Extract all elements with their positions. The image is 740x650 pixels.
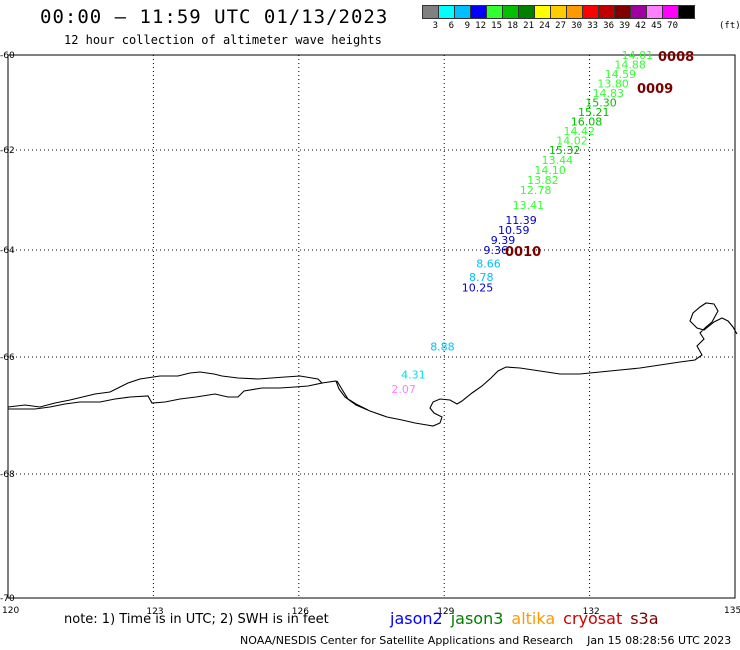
- wave-height-label: 8.66: [476, 257, 501, 270]
- legend-label: 12: [475, 21, 486, 31]
- legend-label: 3: [432, 21, 438, 31]
- chart-subtitle: 12 hour collection of altimeter wave hei…: [64, 33, 382, 47]
- legend-unit: (ft): [719, 21, 740, 31]
- observation-labels: 14.0114.8814.5913.8014.8315.3015.2116.08…: [391, 49, 653, 396]
- wave-height-label: 13.80: [597, 78, 629, 91]
- wave-height-label: 9.36: [484, 244, 509, 257]
- lat-tick-label: -64: [0, 246, 15, 256]
- wave-height-label: 15.21: [578, 106, 610, 119]
- wave-height-label: 15.32: [549, 144, 581, 157]
- satellite-jason2: jason2: [390, 609, 443, 628]
- wave-height-label: 13.44: [542, 154, 574, 167]
- legend-label: 33: [587, 21, 598, 31]
- satellite-cryosat: cryosat: [563, 609, 623, 628]
- wave-height-label: 14.88: [614, 59, 646, 72]
- legend-label: 18: [507, 21, 518, 31]
- wave-height-label: 14.10: [534, 164, 566, 177]
- color-legend: 3 6 9 12 15 18 21 24 27 30 33 36 39 42 45 70: [422, 5, 695, 31]
- wave-height-label: 8.88: [430, 340, 455, 353]
- lon-tick-label: 135: [724, 606, 740, 616]
- lat-tick-label: -60: [0, 51, 15, 61]
- chart-title: 00:00 – 11:59 UTC 01/13/2023: [40, 6, 389, 28]
- wave-height-label: 14.59: [605, 68, 637, 81]
- satellite-jason3: jason3: [450, 609, 504, 628]
- lat-tick-label: -62: [0, 146, 15, 156]
- legend-label: 45: [651, 21, 662, 31]
- legend-labels: 3 6 9 12 15 18 21 24 27 30 33 36 39 42 45 70: [422, 19, 694, 31]
- wave-height-label: 4.31: [401, 369, 426, 382]
- pass-label: 0009: [637, 82, 673, 97]
- satellite-altika: altika: [511, 609, 556, 628]
- satellite-s3a: s3a: [630, 609, 659, 628]
- wave-height-label: 14.83: [593, 87, 625, 100]
- footer-note: note: 1) Time is in UTC; 2) SWH is in fe…: [64, 612, 329, 627]
- coastline: [7, 302, 738, 427]
- legend-label: 42: [635, 21, 646, 31]
- lon-tick-label: 123: [146, 607, 163, 617]
- wave-height-label: 9.39: [491, 234, 516, 247]
- lon-tick-label: 120: [2, 606, 19, 616]
- wave-height-label: 10.25: [462, 281, 494, 294]
- legend-label: 70: [667, 21, 678, 31]
- wave-height-label: 8.78: [469, 271, 494, 284]
- wave-height-label: 11.39: [505, 214, 537, 227]
- lat-tick-label: -70: [0, 594, 15, 604]
- legend-label: 6: [448, 21, 454, 31]
- wave-height-label: 13.41: [513, 199, 545, 212]
- legend-label: 21: [523, 21, 534, 31]
- wave-height-label: 2.07: [391, 383, 416, 396]
- wave-height-label: 16.08: [571, 116, 603, 129]
- lat-tick-label: -68: [0, 470, 15, 480]
- legend-label: 27: [555, 21, 566, 31]
- wave-height-label: 13.82: [527, 174, 559, 187]
- footer-credit: NOAA/NESDIS Center for Satellite Applica…: [240, 634, 732, 647]
- legend-label: 15: [491, 21, 502, 31]
- map-border: [7, 54, 736, 599]
- wave-height-label: 14.42: [563, 125, 595, 138]
- graticule: 120 123 126 129 132 135 -60 -62 -64 -66 -68 -70: [0, 51, 740, 617]
- wave-height-label: 14.01: [622, 49, 654, 62]
- legend-label: 24: [539, 21, 550, 31]
- legend-swatches: [422, 5, 695, 19]
- lon-tick-label: 126: [292, 607, 309, 617]
- wave-height-label: 15.30: [585, 97, 617, 110]
- legend-label: 9: [464, 21, 470, 31]
- legend-label: 30: [571, 21, 582, 31]
- legend-swatch: [678, 5, 695, 19]
- satellite-legend: jason2 jason3 altika cryosat s3a: [390, 609, 667, 628]
- wave-height-label: 12.78: [520, 184, 552, 197]
- wave-height-label: 10.59: [498, 224, 530, 237]
- legend-label: 39: [619, 21, 630, 31]
- lon-tick-label: 129: [437, 607, 454, 617]
- wave-height-label: 14.02: [556, 135, 588, 148]
- pass-label: 0010: [505, 245, 541, 260]
- pass-label: 0008: [658, 50, 694, 65]
- lat-tick-label: -66: [0, 353, 15, 363]
- lon-tick-label: 132: [583, 607, 600, 617]
- legend-label: 36: [603, 21, 614, 31]
